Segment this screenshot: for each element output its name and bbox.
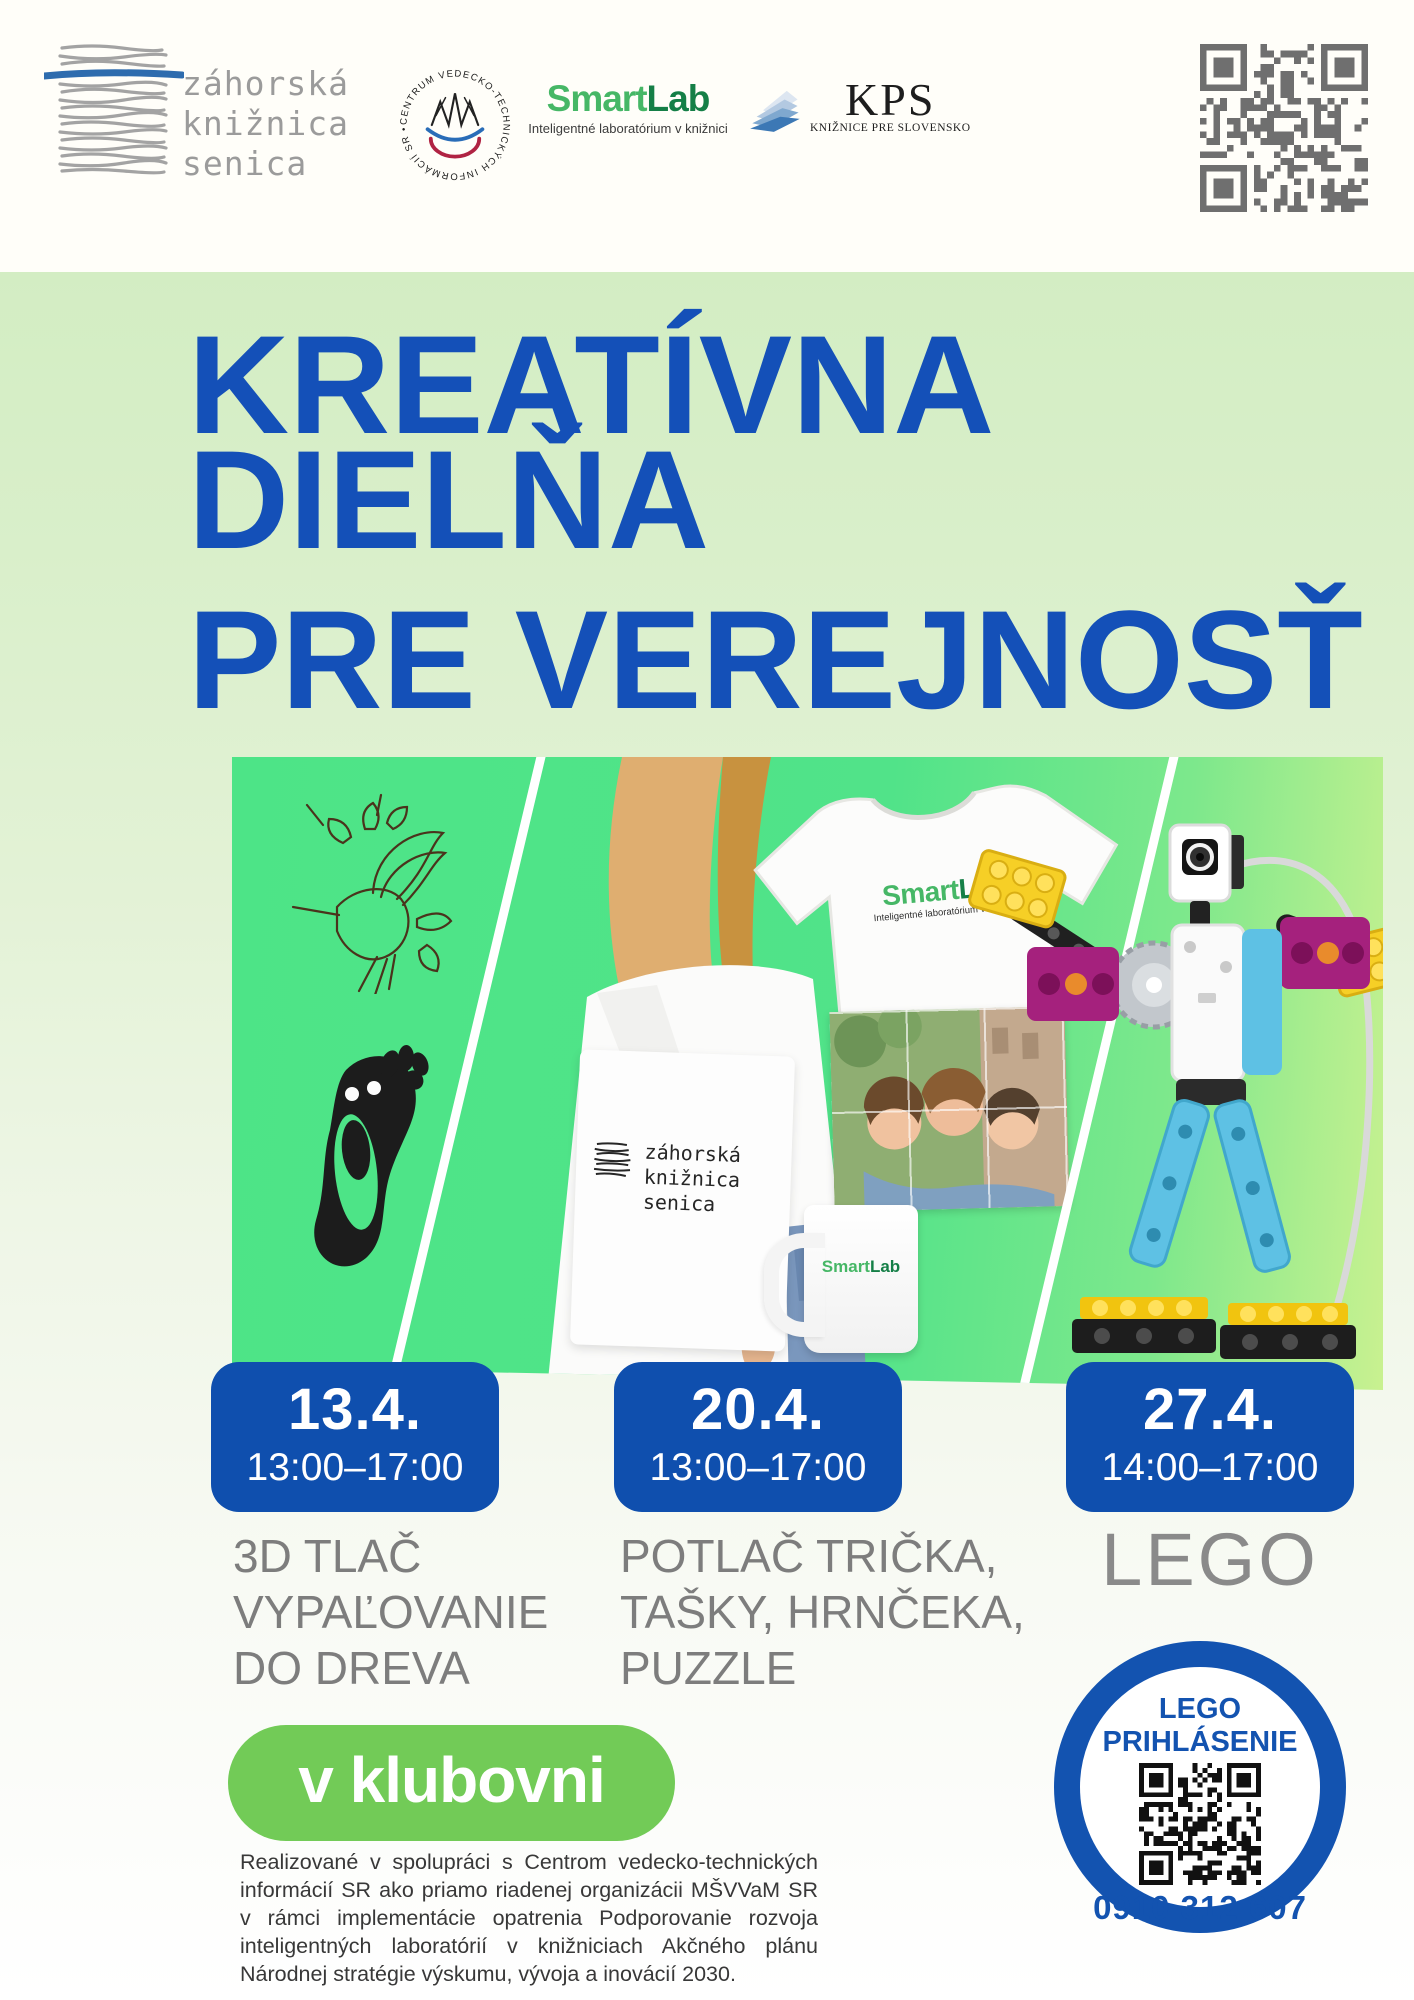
smartlab-word-smart: Smart (546, 78, 648, 119)
session-1-activity-line1: 3D TLAČ (233, 1530, 422, 1582)
library-logo-text: záhorská knižnica senica (182, 64, 349, 184)
qr-code-lego-signup (1139, 1763, 1261, 1885)
cvti-book-icon (425, 93, 485, 159)
lego-signup-line2: PRIHLÁSENIE (1102, 1726, 1298, 1758)
session-1-time: 13:00–17:00 (246, 1446, 464, 1489)
kps-book-icon (750, 90, 800, 132)
session-1-date: 13.4. (288, 1377, 422, 1442)
session-3-time: 14:00–17:00 (1101, 1446, 1319, 1489)
robot-right-foot (1220, 1303, 1356, 1359)
library-logo-line2: knižnica (182, 104, 349, 143)
session-badge-3: 27.4. 14:00–17:00 (1066, 1362, 1354, 1512)
robot-right-leg (1213, 1099, 1291, 1273)
hummingbird-engraving-icon (291, 793, 453, 994)
smartlab-wordmark: SmartLab (528, 78, 728, 120)
session-3-activity: LEGO (1101, 1518, 1319, 1601)
kps-logo: KPS KNIŽNICE PRE SLOVENSKO (748, 74, 971, 135)
library-logo-line1: záhorská (182, 64, 349, 103)
kps-text: KPS KNIŽNICE PRE SLOVENSKO (810, 74, 971, 135)
mug-word-lab: Lab (869, 1257, 901, 1276)
tote-text-line3: senica (642, 1189, 716, 1217)
session-3-date: 27.4. (1143, 1377, 1277, 1442)
page-title-line2: DIELŇA (188, 421, 710, 578)
qr-code-top-right (1200, 44, 1368, 212)
robot-left-hand-brick (968, 849, 1067, 929)
session-1-activity-line3: DO DREVA (233, 1642, 470, 1694)
mug-word-smart: Smart (821, 1257, 870, 1276)
page-title-line1: KREATÍVNA (188, 306, 995, 463)
session-1-activity: 3D TLAČ VYPAĽOVANIE DO DREVA (233, 1528, 548, 1696)
kps-subtitle: KNIŽNICE PRE SLOVENSKO (810, 122, 971, 134)
tote-text-line1: záhorská (644, 1139, 742, 1168)
location-badge: v klubovni (228, 1725, 675, 1841)
lego-robot (968, 823, 1383, 1359)
session-2-date: 20.4. (691, 1377, 825, 1442)
photo-puzzle (829, 1004, 1070, 1213)
location-badge-label: v klubovni (298, 1744, 605, 1816)
svg-text:CENTRUM VEDECKO-TECHNICKÝCH IN: CENTRUM VEDECKO-TECHNICKÝCH INFORMÁCIÍ S… (398, 68, 511, 181)
session-badge-1: 13.4. 13:00–17:00 (211, 1362, 499, 1512)
session-2-activity-line2: TAŠKY, HRNČEKA, (620, 1586, 1025, 1638)
session-2-activity-line1: POTLAČ TRIČKA, (620, 1530, 998, 1582)
lego-signup-phone: 0910 312 607 (1093, 1889, 1307, 1926)
lego-signup-line1: LEGO (1158, 1693, 1242, 1725)
library-logo-blue-line (44, 69, 184, 80)
robot-left-foot (1072, 1297, 1216, 1353)
library-logo-line3: senica (182, 144, 308, 183)
mug-smartlab-print: SmartLab (804, 1257, 918, 1277)
smartlab-logo: SmartLab Inteligentné laboratórium v kni… (528, 78, 728, 136)
lego-signup-badge: LEGO PRIHLÁSENIE 0910 312 607 (1054, 1641, 1346, 1933)
tote-bag: záhorská knižnica senica (569, 1049, 796, 1352)
robot-left-leg (1128, 1098, 1210, 1268)
mug-handle (764, 1233, 825, 1337)
3d-printed-gecko (314, 1045, 429, 1267)
cvti-ring-text: CENTRUM VEDECKO-TECHNICKÝCH INFORMÁCIÍ S… (398, 68, 510, 181)
tote-scribble-icon (593, 1142, 631, 1177)
header-logo-bar: záhorská knižnica senica CENTRUM VEDECKO… (0, 0, 1414, 272)
session-2-activity-line3: PUZZLE (620, 1642, 797, 1694)
smartlab-word-lab: Lab (646, 78, 711, 119)
smartlab-mug: SmartLab (764, 1205, 918, 1353)
page-title-line3: PRE VEREJNOSŤ (188, 581, 1363, 738)
cvti-sr-logo: CENTRUM VEDECKO-TECHNICKÝCH INFORMÁCIÍ S… (398, 68, 511, 181)
session-2-activity: POTLAČ TRIČKA, TAŠKY, HRNČEKA, PUZZLE (620, 1528, 1025, 1696)
photo-collage: záhorská knižnica senica SmartLab Inteli… (232, 757, 1383, 1390)
session-badge-2: 20.4. 13:00–17:00 (614, 1362, 902, 1512)
footer-credits-text: Realizované v spolupráci s Centrom vedec… (240, 1850, 818, 1986)
robot-side-panel (1242, 929, 1282, 1075)
smartlab-tagline: Inteligentné laboratórium v knižnici (528, 121, 728, 136)
tote-text-line2: knižnica (643, 1164, 741, 1192)
tote-print: záhorská knižnica senica (589, 1138, 742, 1218)
tote-text: záhorská knižnica senica (642, 1139, 742, 1218)
session-2-time: 13:00–17:00 (649, 1446, 867, 1489)
session-1-activity-line2: VYPAĽOVANIE (233, 1586, 549, 1638)
library-scribble-logo-icon (44, 44, 184, 175)
kps-acronym: KPS (845, 74, 936, 125)
